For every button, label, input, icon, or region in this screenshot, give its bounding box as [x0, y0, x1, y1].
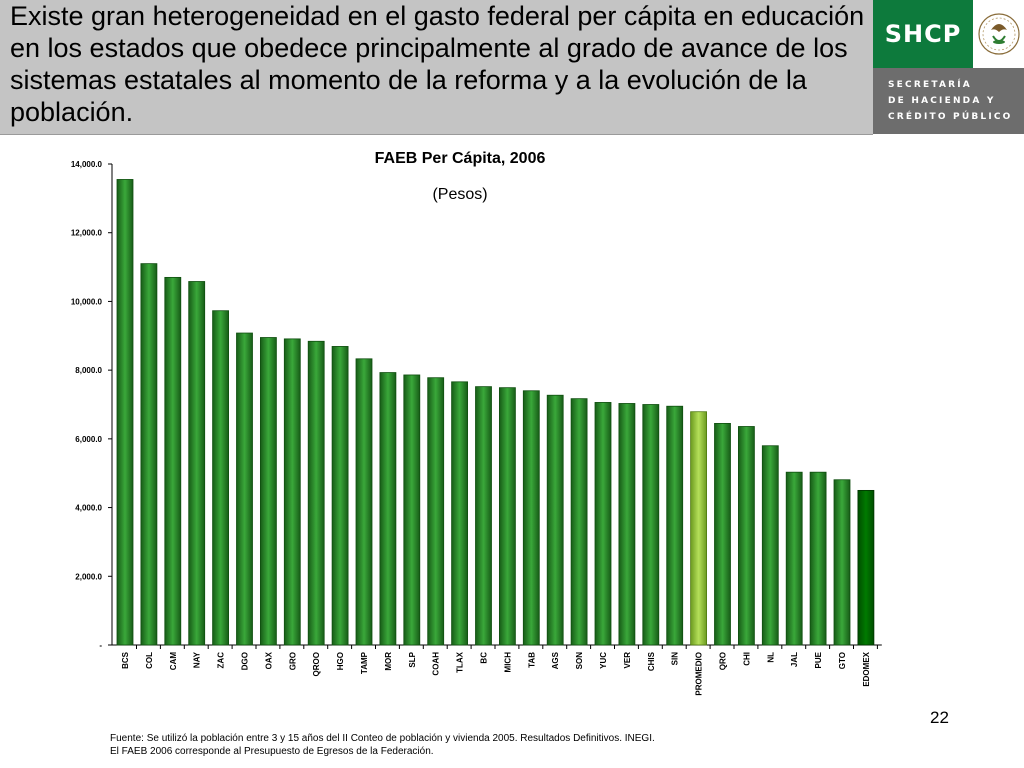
eagle-seal-icon [978, 13, 1020, 55]
x-tick-label: BCS [121, 651, 130, 669]
x-tick-label: DGO [241, 652, 250, 670]
bar [475, 386, 492, 646]
bar [522, 390, 540, 646]
y-tick-label: 8,000.0 [75, 366, 102, 375]
x-tick-label: EDOMEX [862, 651, 871, 686]
slide-heading: Existe gran heterogeneidad en el gasto f… [10, 1, 865, 127]
axis-group: - 2,000.0 4,000.0 6,000.0 8,000.0 10,000.0 12,… [71, 160, 882, 650]
bar [498, 387, 516, 646]
bar [738, 426, 755, 646]
x-tick-label: BC [480, 652, 489, 664]
bar [259, 337, 277, 646]
y-tick-label: 10,000.0 [71, 297, 103, 306]
bar [212, 310, 230, 646]
chart-title: FAEB Per Cápita, 2006 [374, 150, 546, 167]
bar [379, 372, 397, 646]
x-tick-label: GTO [838, 652, 847, 669]
x-tick-label: SLP [408, 651, 417, 667]
bar [427, 377, 445, 646]
bar [140, 263, 158, 646]
chart-subtitle: (Pesos) [432, 186, 488, 203]
x-tick-label: CHI [742, 652, 751, 666]
bar [236, 332, 253, 646]
x-tick-label: MOR [384, 652, 393, 671]
page-number: 22 [930, 708, 949, 727]
x-tick-label: COAH [432, 652, 441, 676]
x-tick-label: AGS [551, 651, 560, 669]
logo-line-1: SECRETARÍA [888, 80, 972, 90]
bar [857, 489, 875, 646]
x-tick-label: OAX [264, 651, 273, 669]
logo-brand-text: SHCP [884, 20, 962, 48]
y-tick-label: - [99, 641, 102, 650]
source-line-1: Fuente: Se utilizó la población entre 3 … [110, 733, 655, 744]
x-tick-label: PUE [814, 651, 823, 668]
bar-group [116, 179, 878, 649]
logo-gray-band: SECRETARÍA DE HACIENDA Y CRÉDITO PÚBLICO [873, 68, 1024, 134]
bar [355, 358, 373, 646]
bar [594, 402, 612, 646]
bar [403, 374, 421, 646]
x-tick-label: JAL [790, 652, 799, 667]
bar [164, 276, 182, 646]
x-tick-label: TAB [527, 652, 536, 668]
x-tick-label: CAM [169, 652, 178, 671]
x-tick-label: TAMP [360, 651, 369, 674]
x-tick-label: YUC [599, 652, 608, 669]
y-tick-label: 12,000.0 [71, 229, 103, 238]
x-tick-label: SON [575, 652, 584, 670]
source-line-2: El FAEB 2006 corresponde al Presupuesto … [110, 746, 434, 757]
y-tick-label: 4,000.0 [75, 504, 102, 513]
x-tick-label: NAY [193, 651, 202, 668]
bar [116, 179, 134, 646]
logo-green-block [873, 0, 973, 68]
bar [833, 479, 851, 646]
y-tick-label: 2,000.0 [75, 572, 102, 581]
y-tick-label: 6,000.0 [75, 435, 102, 444]
source-note: Fuente: Se utilizó la población entre 3 … [110, 732, 655, 758]
x-tick-label: TLAX [456, 651, 465, 673]
bar [642, 404, 660, 646]
y-tick-label: 14,000.0 [71, 160, 103, 169]
bar [570, 398, 588, 646]
title-banner: Existe gran heterogeneidad en el gasto f… [0, 0, 873, 135]
x-tick-label: CHIS [647, 651, 656, 671]
x-tick-label: ZAC [217, 652, 226, 669]
x-tick-label: SIN [671, 652, 680, 666]
x-tick-label: HGO [336, 652, 345, 670]
bar [331, 346, 349, 646]
logo-line-3: CRÉDITO PÚBLICO [888, 112, 1013, 122]
bar [451, 381, 469, 646]
x-tick-label: PROMEDIO [695, 652, 704, 696]
x-tick-label: MICH [503, 652, 512, 673]
bar [809, 471, 827, 646]
x-tick-label: QROO [312, 652, 321, 676]
bar [188, 281, 206, 646]
label-group: BCS COL CAM NAY ZAC DGO OAX GRO QROO HGO TAMP MOR SL… [121, 651, 871, 695]
x-tick-label: GRO [288, 652, 297, 670]
bar [761, 445, 779, 646]
shcp-logo: SHCP SECRETARÍA DE HACIENDA Y CRÉDITO PÚ… [873, 0, 1024, 134]
bar [307, 340, 325, 646]
bar [714, 422, 731, 646]
bar [618, 403, 636, 646]
bar [283, 338, 301, 646]
x-tick-label: VER [623, 652, 632, 669]
logo-line-2: DE HACIENDA Y [888, 96, 996, 106]
x-tick-label: NL [766, 652, 775, 663]
bar-chart: - 2,000.0 4,000.0 6,000.0 8,000.0 10,000.0 12,… [71, 160, 882, 696]
bar [666, 405, 684, 646]
bar [546, 394, 564, 646]
bar [785, 471, 803, 646]
x-tick-label: COL [145, 652, 154, 669]
bar [690, 411, 707, 646]
x-tick-label: QRO [719, 652, 728, 670]
